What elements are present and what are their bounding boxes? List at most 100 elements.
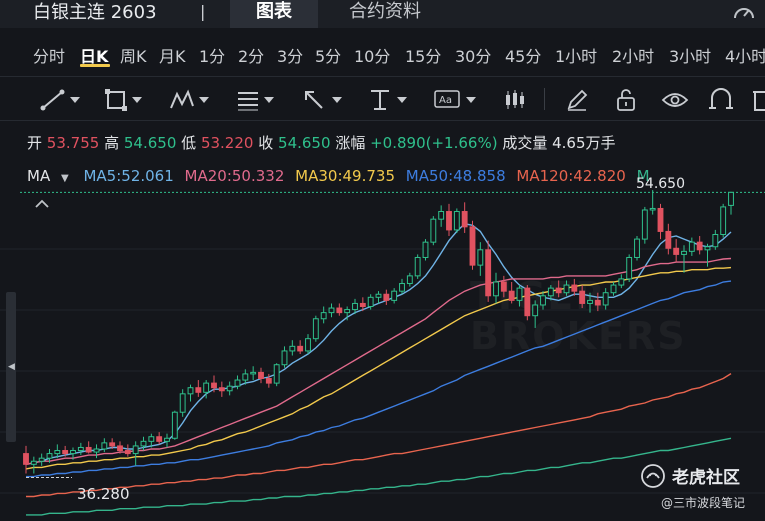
period-45min[interactable]: 45分 xyxy=(505,47,542,66)
period-intraday[interactable]: 分时 xyxy=(33,47,66,66)
candle-body xyxy=(532,304,539,317)
indicator-dropdown-icon[interactable]: ▼ xyxy=(60,173,69,184)
high-value: 54.650 xyxy=(123,134,177,152)
ma-line-ma120 xyxy=(26,373,732,498)
period-4h[interactable]: 4小时 xyxy=(725,47,765,66)
candle-body xyxy=(289,345,296,352)
period-1h[interactable]: 1小时 xyxy=(555,47,598,66)
period-3min[interactable]: 3分 xyxy=(277,47,304,66)
scroll-left-icon[interactable]: ◀ xyxy=(8,362,15,372)
text-tool-icon[interactable]: Aa xyxy=(434,86,484,114)
candle-body xyxy=(109,442,116,447)
candle-body xyxy=(195,387,202,393)
period-2min[interactable]: 2分 xyxy=(238,47,265,66)
open-value: 53.755 xyxy=(46,134,100,152)
candle-body xyxy=(649,207,656,211)
magnet-icon[interactable] xyxy=(708,86,734,114)
candle-body xyxy=(579,290,586,304)
tab-contract-info[interactable]: 合约资料 xyxy=(349,1,421,22)
candle-body xyxy=(626,256,633,280)
eye-icon[interactable] xyxy=(661,86,689,114)
chart-scrollbar[interactable] xyxy=(6,292,16,442)
period-week-k[interactable]: 周K xyxy=(120,47,147,66)
candle-body xyxy=(226,385,233,392)
divider xyxy=(0,76,765,77)
top-header: 白银主连 2603 | 图表 合约资料 xyxy=(0,0,765,28)
candle-body xyxy=(70,450,76,455)
candlestick-chart[interactable] xyxy=(0,183,765,521)
period-10min[interactable]: 10分 xyxy=(354,47,391,66)
period-2h[interactable]: 2小时 xyxy=(612,47,655,66)
close-value: 54.650 xyxy=(278,134,331,152)
change-value: +0.890(+1.66%) xyxy=(370,134,498,152)
candle-body xyxy=(383,293,390,301)
candle-body xyxy=(258,371,264,380)
high-label: 高 xyxy=(104,134,120,152)
period-month-k[interactable]: 月K xyxy=(159,47,186,66)
candle-body xyxy=(555,287,562,294)
candle-body xyxy=(516,287,523,301)
candle-body xyxy=(148,436,155,442)
pencil-icon[interactable] xyxy=(565,86,589,114)
candle-body xyxy=(156,436,163,442)
candle-body xyxy=(688,241,695,252)
candle-body xyxy=(508,290,515,301)
candle-body xyxy=(164,437,170,442)
ma-line-ma20 xyxy=(25,257,732,465)
lock-icon[interactable] xyxy=(614,86,638,114)
measure-tool-icon[interactable] xyxy=(369,86,415,114)
quote-bar: 开 53.755 高 54.650 低 53.220 收 54.650 涨幅 +… xyxy=(27,132,616,153)
candle-body xyxy=(524,287,531,317)
candle-body xyxy=(696,241,703,251)
candle-body xyxy=(446,211,452,231)
candle-body xyxy=(641,209,648,240)
toolbar-divider xyxy=(544,88,545,110)
candle-body xyxy=(336,307,343,314)
candle-body xyxy=(171,411,178,439)
candle-body xyxy=(461,211,468,228)
period-1min[interactable]: 1分 xyxy=(199,47,226,66)
candle-body xyxy=(234,379,241,387)
tab-chart[interactable]: 图表 xyxy=(230,0,318,28)
instrument-title: 白银主连 2603 xyxy=(33,2,157,23)
period-15min[interactable]: 15分 xyxy=(405,47,442,66)
candle-body xyxy=(430,218,437,243)
candle-body xyxy=(571,284,578,292)
candle-body xyxy=(179,393,186,413)
candle-body xyxy=(124,450,131,455)
candle-body xyxy=(453,211,460,231)
candle-body xyxy=(140,440,147,447)
candle-body xyxy=(250,371,257,375)
candle-body xyxy=(359,302,366,308)
period-30min[interactable]: 30分 xyxy=(455,47,492,66)
author-watermark: @三市波段笔记 xyxy=(661,496,746,510)
candle-body xyxy=(375,293,382,298)
period-day-k[interactable]: 日K xyxy=(80,47,109,66)
candle-body xyxy=(391,290,398,301)
candle-body xyxy=(657,207,664,232)
fibonacci-tool-icon[interactable] xyxy=(236,86,282,114)
candle-body xyxy=(211,382,217,389)
candle-body xyxy=(265,378,272,384)
period-3h[interactable]: 3小时 xyxy=(669,47,712,66)
candle-body xyxy=(485,249,492,297)
wave-tool-icon[interactable] xyxy=(169,86,215,114)
candle-body xyxy=(681,250,687,255)
trash-icon[interactable] xyxy=(752,86,765,114)
rectangle-tool-icon[interactable] xyxy=(104,86,150,114)
brand-watermark: 老虎社区 xyxy=(672,468,740,488)
high-marker-label: 54.650 xyxy=(636,176,685,192)
candle-body xyxy=(93,448,100,453)
ma-legend-item: MA30:49.735 xyxy=(295,167,396,185)
candle-body xyxy=(30,460,37,465)
collapse-chevron-icon[interactable] xyxy=(32,196,52,215)
gauge-icon[interactable] xyxy=(732,2,756,28)
arrow-tool-icon[interactable] xyxy=(302,86,348,114)
candle-type-icon[interactable] xyxy=(503,86,527,114)
candle-body xyxy=(46,453,53,459)
candle-body xyxy=(281,350,288,366)
indicator-selector[interactable]: MA xyxy=(27,167,51,185)
period-5min[interactable]: 5分 xyxy=(315,47,342,66)
candle-body xyxy=(203,382,210,393)
line-tool-icon[interactable] xyxy=(40,86,90,114)
